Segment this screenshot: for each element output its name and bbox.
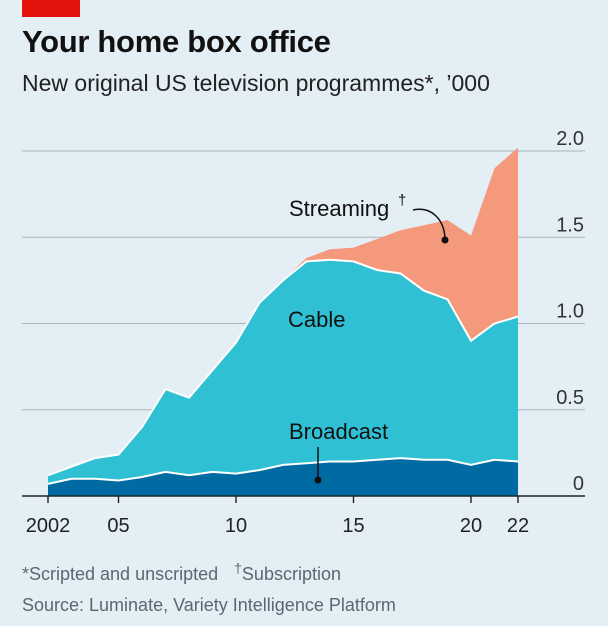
cable-area: [48, 259, 518, 484]
streaming-leader-line: [412, 208, 446, 239]
x-tick-label: 15: [342, 515, 364, 537]
y-tick-label: 0: [573, 473, 584, 495]
footnote-scripted: *Scripted and unscripted: [22, 564, 219, 584]
brand-red-tab: [22, 0, 80, 17]
broadcast-leader-dot: [314, 476, 322, 484]
x-tick-label: 10: [225, 515, 247, 537]
footnote-line: *Scripted and unscripted †Subscription: [22, 553, 396, 590]
x-tick-label: 22: [507, 515, 529, 537]
streaming-label: Streaming: [289, 196, 389, 221]
y-tick-label: 1.0: [556, 301, 584, 323]
dagger-mark: †: [234, 560, 242, 576]
x-tick-label: 2002: [26, 515, 71, 537]
broadcast-area: [48, 458, 518, 496]
y-tick-label: 2.0: [556, 128, 584, 150]
x-tick-label: 05: [107, 515, 129, 537]
broadcast-top-line: [47, 457, 519, 485]
series-labels: Streaming † Cable Broadcast: [288, 192, 449, 484]
streaming-leader-dot: [441, 236, 449, 244]
footnotes: *Scripted and unscripted †Subscription So…: [22, 553, 396, 621]
y-tick-label: 1.5: [556, 214, 584, 236]
footnote-subscription: Subscription: [241, 564, 341, 584]
chart-title: Your home box office: [22, 24, 331, 59]
broadcast-label: Broadcast: [289, 419, 388, 444]
source-note: Source: Luminate, Variety Intelligence P…: [22, 595, 396, 615]
y-tick-label: 0.5: [556, 387, 584, 409]
x-tick-label: 20: [460, 515, 482, 537]
streaming-dagger: †: [398, 192, 406, 209]
axes: 0 0.5 1.0 1.5 2.0 2002 05 10 15 20 22: [22, 128, 585, 537]
cable-top-line: [47, 258, 519, 477]
area-series: [47, 147, 519, 496]
chart-subtitle: New original US television programmes*, …: [22, 70, 490, 96]
cable-label: Cable: [288, 307, 345, 332]
